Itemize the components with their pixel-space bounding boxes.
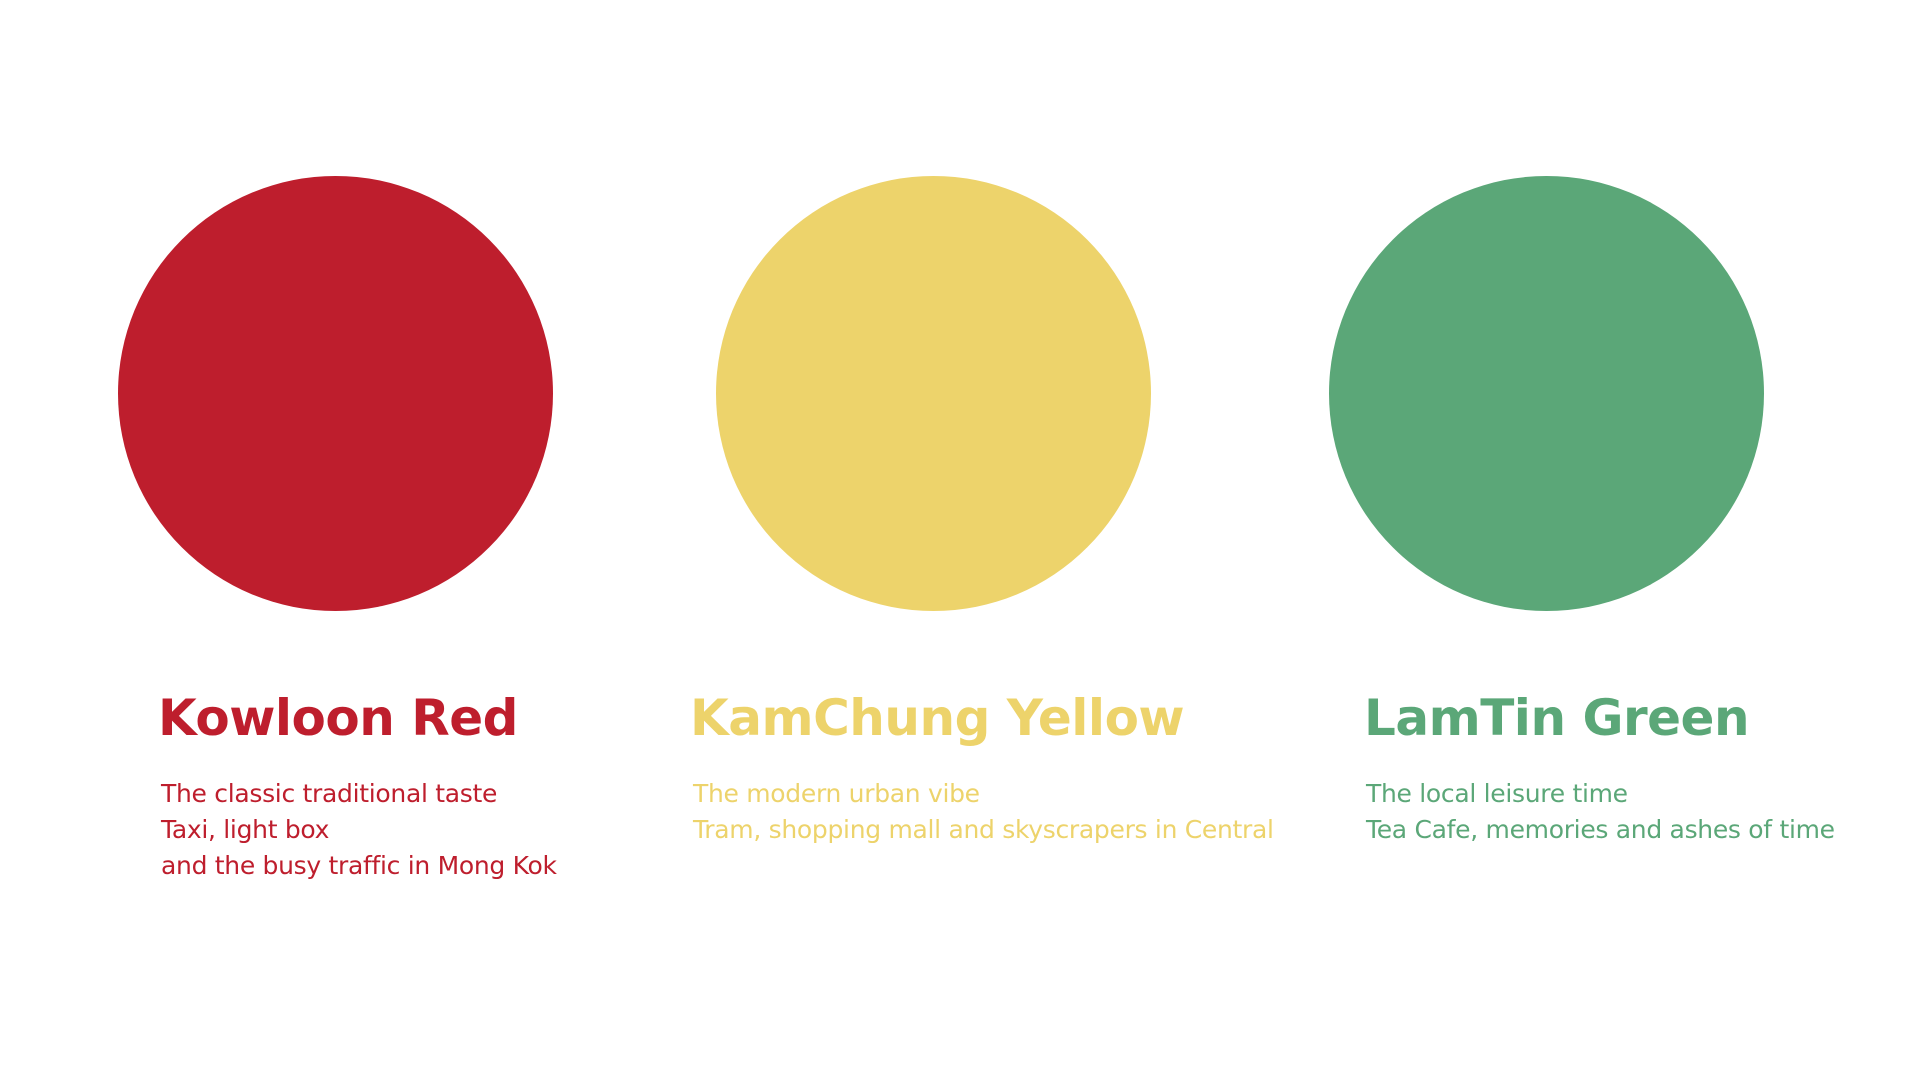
- kamchung-yellow-title: KamChung Yellow: [690, 689, 1185, 747]
- description-line: Tea Cafe, memories and ashes of time: [1366, 815, 1835, 844]
- description-line: Taxi, light box: [161, 815, 330, 844]
- description-line: Tram, shopping mall and skyscrapers in C…: [693, 815, 1274, 844]
- kowloon-red-description: The classic traditional taste Taxi, ligh…: [161, 776, 557, 884]
- lamtin-green-swatch: [1329, 176, 1764, 611]
- description-line: and the busy traffic in Mong Kok: [161, 851, 557, 880]
- description-line: The local leisure time: [1366, 779, 1628, 808]
- kowloon-red-swatch: [118, 176, 553, 611]
- description-line: The modern urban vibe: [693, 779, 980, 808]
- lamtin-green-title: LamTin Green: [1364, 689, 1750, 747]
- kamchung-yellow-swatch: [716, 176, 1151, 611]
- kowloon-red-title: Kowloon Red: [158, 689, 518, 747]
- kamchung-yellow-description: The modern urban vibe Tram, shopping mal…: [693, 776, 1274, 848]
- lamtin-green-description: The local leisure time Tea Cafe, memorie…: [1366, 776, 1835, 848]
- description-line: The classic traditional taste: [161, 779, 498, 808]
